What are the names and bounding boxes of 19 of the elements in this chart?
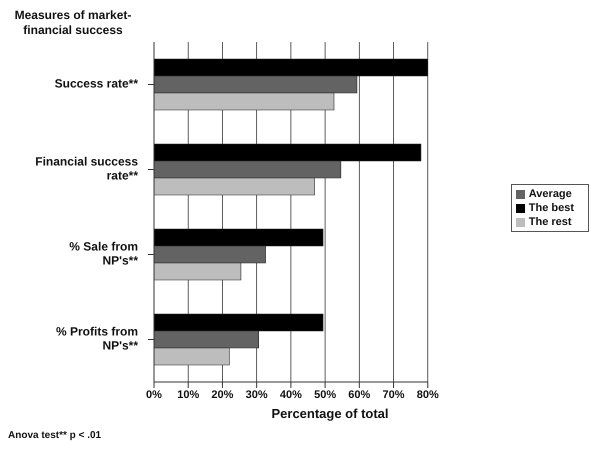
x-tick-label: 30% bbox=[246, 388, 268, 401]
y-tick-label: % Sale from NP's** bbox=[69, 240, 138, 268]
x-tick-label: 80% bbox=[416, 388, 439, 401]
y-tick-label: % Profits from NP's** bbox=[56, 324, 138, 353]
x-tick-label: 40% bbox=[280, 388, 302, 401]
text: Anova test** p < .01 bbox=[8, 430, 102, 441]
x-tick-label: 50% bbox=[314, 388, 336, 401]
x-tick-label: 0% bbox=[146, 388, 162, 401]
legend-label: The rest bbox=[528, 216, 572, 228]
x-tick-label: 20% bbox=[211, 388, 234, 401]
x-tick-label: 60% bbox=[348, 388, 371, 401]
x-tick-label: 10% bbox=[177, 388, 200, 401]
legend-label: Average bbox=[528, 188, 572, 200]
y-tick-label: Financial success rate** bbox=[35, 154, 138, 183]
legend-label: The best bbox=[528, 202, 574, 214]
x-tick-label: 70% bbox=[382, 388, 405, 401]
chart-title: Measures of market-financial success bbox=[14, 8, 132, 38]
x-axis-title: Percentage of total bbox=[270, 406, 390, 421]
y-tick-label: Success rate** bbox=[54, 76, 138, 91]
